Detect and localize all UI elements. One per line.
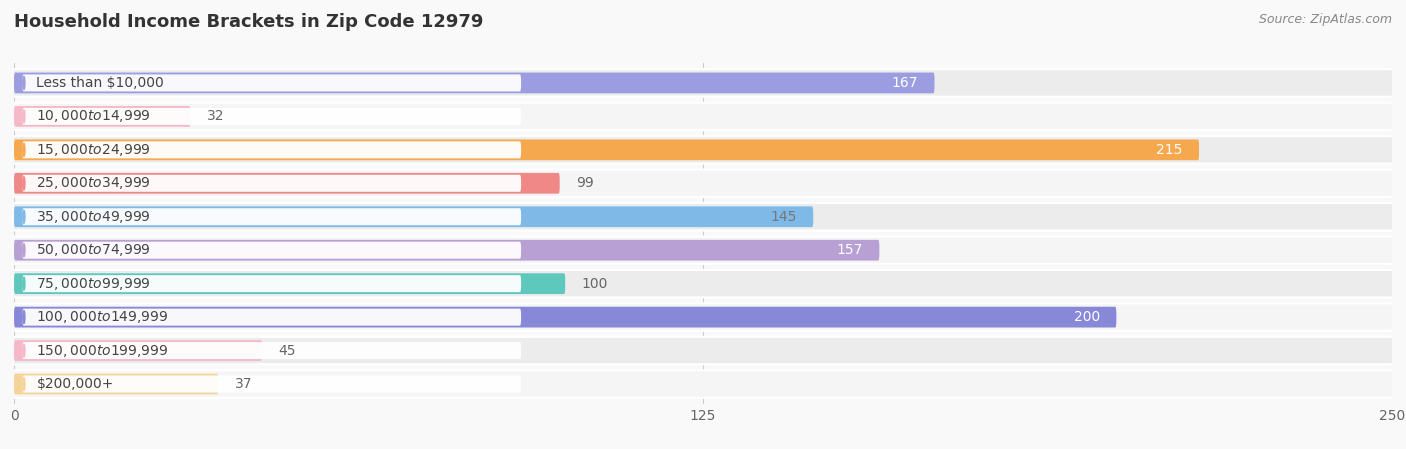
Text: Less than $10,000: Less than $10,000 — [37, 76, 165, 90]
Text: $50,000 to $74,999: $50,000 to $74,999 — [37, 242, 152, 258]
FancyBboxPatch shape — [14, 140, 1199, 160]
FancyBboxPatch shape — [22, 175, 522, 192]
Text: 157: 157 — [837, 243, 863, 257]
Text: $75,000 to $99,999: $75,000 to $99,999 — [37, 276, 152, 292]
FancyBboxPatch shape — [22, 342, 522, 359]
Circle shape — [22, 143, 25, 156]
Circle shape — [22, 110, 25, 123]
Text: $10,000 to $14,999: $10,000 to $14,999 — [37, 108, 152, 124]
Circle shape — [22, 177, 25, 190]
FancyBboxPatch shape — [14, 374, 218, 394]
Text: $35,000 to $49,999: $35,000 to $49,999 — [37, 209, 152, 225]
FancyBboxPatch shape — [22, 308, 522, 326]
Text: 32: 32 — [207, 110, 225, 123]
Text: 215: 215 — [1156, 143, 1182, 157]
Circle shape — [22, 210, 25, 223]
FancyBboxPatch shape — [8, 69, 1398, 97]
FancyBboxPatch shape — [8, 103, 1398, 130]
FancyBboxPatch shape — [14, 173, 560, 194]
FancyBboxPatch shape — [14, 307, 1116, 327]
FancyBboxPatch shape — [14, 207, 813, 227]
Text: Household Income Brackets in Zip Code 12979: Household Income Brackets in Zip Code 12… — [14, 13, 484, 31]
Circle shape — [22, 378, 25, 391]
FancyBboxPatch shape — [8, 170, 1398, 197]
FancyBboxPatch shape — [8, 337, 1398, 364]
FancyBboxPatch shape — [22, 275, 522, 292]
Text: 100: 100 — [582, 277, 609, 291]
Text: $150,000 to $199,999: $150,000 to $199,999 — [37, 343, 169, 359]
Circle shape — [22, 277, 25, 290]
FancyBboxPatch shape — [22, 375, 522, 392]
FancyBboxPatch shape — [8, 203, 1398, 230]
Text: $15,000 to $24,999: $15,000 to $24,999 — [37, 142, 152, 158]
Text: 200: 200 — [1074, 310, 1099, 324]
Text: 37: 37 — [235, 377, 252, 391]
Text: 167: 167 — [891, 76, 918, 90]
FancyBboxPatch shape — [22, 208, 522, 225]
FancyBboxPatch shape — [14, 73, 935, 93]
Text: $100,000 to $149,999: $100,000 to $149,999 — [37, 309, 169, 325]
FancyBboxPatch shape — [14, 106, 190, 127]
FancyBboxPatch shape — [22, 75, 522, 92]
Text: $200,000+: $200,000+ — [37, 377, 114, 391]
FancyBboxPatch shape — [8, 237, 1398, 264]
FancyBboxPatch shape — [14, 240, 879, 260]
Text: $25,000 to $34,999: $25,000 to $34,999 — [37, 175, 152, 191]
Circle shape — [22, 311, 25, 324]
FancyBboxPatch shape — [8, 370, 1398, 398]
FancyBboxPatch shape — [14, 273, 565, 294]
FancyBboxPatch shape — [22, 108, 522, 125]
FancyBboxPatch shape — [22, 242, 522, 259]
FancyBboxPatch shape — [8, 304, 1398, 331]
Circle shape — [22, 244, 25, 257]
FancyBboxPatch shape — [22, 141, 522, 158]
Text: Source: ZipAtlas.com: Source: ZipAtlas.com — [1258, 13, 1392, 26]
FancyBboxPatch shape — [14, 340, 262, 361]
Circle shape — [22, 344, 25, 357]
Text: 145: 145 — [770, 210, 797, 224]
Text: 45: 45 — [278, 343, 297, 357]
Circle shape — [22, 76, 25, 89]
FancyBboxPatch shape — [8, 136, 1398, 163]
Text: 99: 99 — [576, 176, 593, 190]
FancyBboxPatch shape — [8, 270, 1398, 297]
